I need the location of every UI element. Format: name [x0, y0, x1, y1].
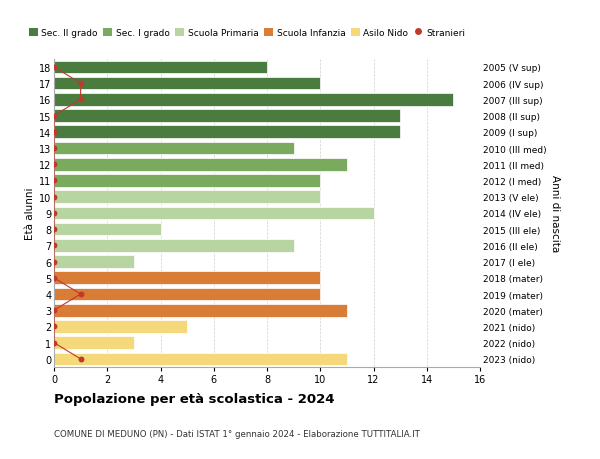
- Bar: [54, 272, 320, 285]
- Point: [49, 242, 59, 250]
- Bar: [54, 353, 347, 365]
- Bar: [54, 175, 320, 187]
- Point: [49, 194, 59, 201]
- Bar: [54, 240, 293, 252]
- Point: [49, 177, 59, 185]
- Bar: [54, 158, 347, 171]
- Bar: [54, 256, 134, 269]
- Point: [76, 355, 85, 363]
- Point: [49, 274, 59, 282]
- Point: [49, 258, 59, 266]
- Point: [49, 145, 59, 152]
- Bar: [54, 126, 400, 139]
- Point: [49, 210, 59, 217]
- Point: [49, 307, 59, 314]
- Y-axis label: Età alunni: Età alunni: [25, 187, 35, 240]
- Bar: [54, 94, 454, 106]
- Point: [49, 112, 59, 120]
- Bar: [54, 304, 347, 317]
- Bar: [54, 78, 320, 90]
- Point: [49, 161, 59, 168]
- Bar: [54, 62, 267, 74]
- Bar: [54, 224, 161, 236]
- Point: [76, 80, 85, 88]
- Bar: [54, 142, 293, 155]
- Bar: [54, 288, 320, 301]
- Bar: [54, 207, 373, 220]
- Text: Popolazione per età scolastica - 2024: Popolazione per età scolastica - 2024: [54, 392, 335, 405]
- Bar: [54, 191, 320, 203]
- Bar: [54, 320, 187, 333]
- Point: [49, 323, 59, 330]
- Point: [49, 129, 59, 136]
- Legend: Sec. II grado, Sec. I grado, Scuola Primaria, Scuola Infanzia, Asilo Nido, Stran: Sec. II grado, Sec. I grado, Scuola Prim…: [29, 29, 466, 38]
- Point: [49, 64, 59, 72]
- Text: COMUNE DI MEDUNO (PN) - Dati ISTAT 1° gennaio 2024 - Elaborazione TUTTITALIA.IT: COMUNE DI MEDUNO (PN) - Dati ISTAT 1° ge…: [54, 429, 420, 438]
- Point: [49, 226, 59, 233]
- Bar: [54, 110, 400, 123]
- Bar: [54, 336, 134, 349]
- Point: [49, 339, 59, 347]
- Y-axis label: Anni di nascita: Anni di nascita: [550, 175, 560, 252]
- Point: [76, 291, 85, 298]
- Point: [76, 96, 85, 104]
